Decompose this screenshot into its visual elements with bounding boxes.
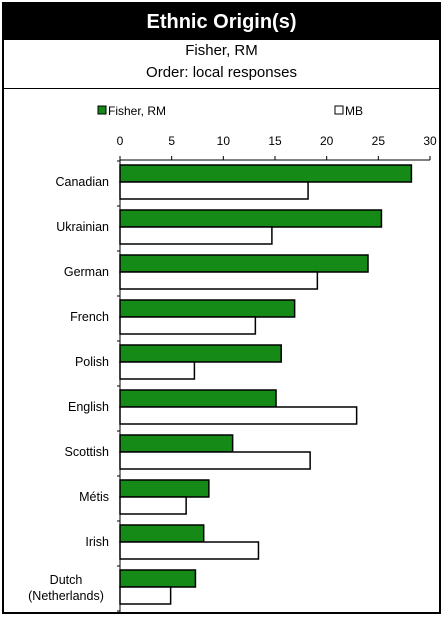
bar-fisher-6 [119,434,234,453]
bar-mb-7 [119,496,187,515]
x-tick-label-15: 15 [268,134,282,148]
bar-mb-1 [119,226,273,245]
x-tick-label-5: 5 [168,134,175,148]
chart-subtitle-region: Fisher, RM [185,42,258,59]
bar-mb-2 [119,271,319,290]
category-label-7: Métis [79,490,109,504]
x-tick-label-10: 10 [217,134,231,148]
bar-mb-9 [119,586,172,605]
bar-fisher-8 [119,524,205,543]
bar-fisher-2 [119,254,369,273]
bar-fisher-1 [119,209,383,228]
bar-mb-0 [119,181,309,200]
legend-label-1: Fisher, RM [108,104,166,118]
category-label-2: German [64,265,109,279]
bar-fisher-0 [119,164,413,183]
category-label-4: Polish [75,355,109,369]
legend: Fisher, RM MB [97,104,363,118]
category-label-8: Irish [85,535,109,549]
x-tick-label-30: 30 [423,134,437,148]
x-tick-label-0: 0 [117,134,124,148]
bar-mb-8 [119,541,260,560]
bar-fisher-3 [119,299,296,318]
chart-subtitle-order: Order: local responses [146,64,297,81]
category-label-9: Dutch (Netherlands) [28,573,104,603]
x-tick-label-25: 25 [372,134,386,148]
legend-swatch-2 [334,105,344,115]
bar-fisher-5 [119,389,277,408]
legend-label-2: MB [345,104,363,118]
category-labels: Canadian Ukrainian German French Polish Engli… [28,175,109,603]
category-label-1: Ukrainian [56,220,109,234]
bar-mb-3 [119,316,257,335]
category-label-3: French [70,310,109,324]
bar-mb-4 [119,361,196,380]
category-label-0: Canadian [55,175,109,189]
legend-swatch-1 [97,105,107,115]
category-label-5: English [68,400,109,414]
chart-title: Ethnic Origin(s) [4,4,439,40]
chart-frame: Ethnic Origin(s) Fisher, RM Order: local… [2,2,441,614]
x-tick-label-20: 20 [320,134,334,148]
bar-fisher-9 [119,569,197,588]
header-divider [4,88,439,89]
bar-mb-6 [119,451,311,470]
category-label-6: Scottish [65,445,110,459]
bar-mb-5 [119,406,358,425]
bars [119,164,413,605]
bar-fisher-7 [119,479,210,498]
bar-fisher-4 [119,344,282,363]
